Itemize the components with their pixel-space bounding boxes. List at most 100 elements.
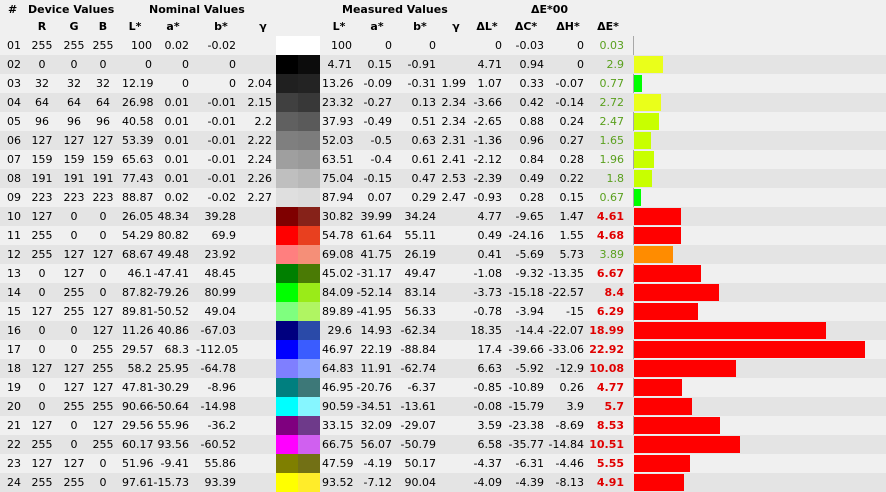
row-id: 21 <box>7 419 21 432</box>
cell-mg: 2.31 <box>441 134 467 147</box>
cell-ma: -41.95 <box>356 305 392 318</box>
cell-mg: 2.47 <box>441 191 467 204</box>
delta-e-bar <box>634 94 661 111</box>
cell-R: 127 <box>31 210 53 223</box>
cell-B: 255 <box>92 400 114 413</box>
nominal-color-swatch <box>276 207 298 226</box>
cell-na: 68.3 <box>164 343 190 356</box>
cell-dE: 0.77 <box>599 77 625 90</box>
cell-R: 0 <box>38 267 46 280</box>
row-id: 24 <box>7 476 21 489</box>
cell-mL: 52.03 <box>322 134 354 147</box>
cell-G: 0 <box>70 438 78 451</box>
measured-color-swatch <box>298 36 320 55</box>
cell-R: 0 <box>38 58 46 71</box>
cell-dC: -15.79 <box>508 400 544 413</box>
cell-dL: 4.71 <box>477 58 503 71</box>
table-row: 21 127 0 127 29.56 55.96 -36.2 33.15 32.09 -29.07… <box>0 416 886 435</box>
row-id: 17 <box>7 343 21 356</box>
cell-na: 40.86 <box>157 324 190 337</box>
cell-B: 255 <box>92 343 114 356</box>
cell-dH: 0.27 <box>559 134 585 147</box>
row-id: 05 <box>7 115 21 128</box>
cell-na: 0.01 <box>164 96 190 109</box>
row-id: 01 <box>7 39 21 52</box>
cell-nb: -0.02 <box>207 39 236 52</box>
cell-dC: -9.65 <box>515 210 544 223</box>
cell-nb: -0.02 <box>207 191 236 204</box>
cell-nb: 0 <box>229 77 236 90</box>
nominal-color-swatch <box>276 416 298 435</box>
row-id: 14 <box>7 286 21 299</box>
cell-mL: 4.71 <box>327 58 353 71</box>
measured-color-swatch <box>298 416 320 435</box>
cell-G: 0 <box>70 210 78 223</box>
cell-mL: 13.26 <box>322 77 354 90</box>
cell-ng: 2.24 <box>247 153 273 166</box>
cell-dH: -8.69 <box>555 419 584 432</box>
row-id: 15 <box>7 305 21 318</box>
cell-na: 48.34 <box>157 210 190 223</box>
col-header-mL: L* <box>332 20 346 33</box>
cell-na: -9.41 <box>160 457 189 470</box>
cell-dH: 3.9 <box>566 400 585 413</box>
cell-mL: 45.02 <box>322 267 354 280</box>
delta-e-bar <box>634 132 651 149</box>
cell-dH: -8.13 <box>555 476 584 489</box>
col-header-mb: b* <box>413 20 427 33</box>
row-id: 07 <box>7 153 21 166</box>
cell-R: 255 <box>31 476 53 489</box>
nominal-color-swatch <box>276 321 298 340</box>
cell-nb: -0.01 <box>207 115 236 128</box>
delta-e-bar <box>634 75 642 92</box>
cell-nL: 77.43 <box>122 172 154 185</box>
cell-R: 127 <box>31 305 53 318</box>
cell-dE: 10.51 <box>589 438 624 451</box>
cell-nb: 0 <box>229 58 236 71</box>
table-row: 09 223 223 223 88.87 0.02 -0.02 2.27 87.94 0.07 0.… <box>0 188 886 207</box>
measured-color-swatch <box>298 207 320 226</box>
delta-e-bar <box>634 322 826 339</box>
cell-nb: 93.39 <box>204 476 237 489</box>
cell-mb: 0.63 <box>411 134 437 147</box>
cell-dH: 1.55 <box>559 229 585 242</box>
table-row: 02 0 0 0 0 0 0 4.71 0.15 -0.91 4.71 0.94 0 2.9 <box>0 55 886 74</box>
cell-na: -30.29 <box>153 381 189 394</box>
cell-G: 255 <box>63 286 85 299</box>
delta-e-bar <box>634 170 652 187</box>
cell-dC: 0.94 <box>519 58 545 71</box>
cell-nb: -60.52 <box>200 438 236 451</box>
delta-e-bar <box>634 341 865 358</box>
cell-ma: 61.64 <box>360 229 393 242</box>
row-id: 03 <box>7 77 21 90</box>
cell-nL: 26.05 <box>122 210 154 223</box>
cell-na: -50.64 <box>153 400 189 413</box>
nominal-color-swatch <box>276 302 298 321</box>
measured-color-swatch <box>298 473 320 492</box>
row-id: 02 <box>7 58 21 71</box>
cell-B: 127 <box>92 419 114 432</box>
measured-color-swatch <box>298 131 320 150</box>
table-row: 05 96 96 96 40.58 0.01 -0.01 2.2 37.93 -0.49 0.51 2… <box>0 112 886 131</box>
cell-B: 127 <box>92 381 114 394</box>
cell-na: 25.95 <box>157 362 190 375</box>
cell-dH: 1.47 <box>559 210 585 223</box>
cell-ma: 41.75 <box>360 248 393 261</box>
cell-ma: 11.91 <box>360 362 393 375</box>
cell-nb: 23.92 <box>204 248 237 261</box>
measured-color-swatch <box>298 435 320 454</box>
cell-B: 0 <box>99 286 107 299</box>
cell-nb: 55.86 <box>204 457 237 470</box>
cell-dE: 2.9 <box>606 58 625 71</box>
cell-B: 255 <box>92 39 114 52</box>
cell-B: 32 <box>96 77 110 90</box>
cell-nb: -36.2 <box>207 419 236 432</box>
cell-dE: 8.4 <box>604 286 625 299</box>
measured-color-swatch <box>298 359 320 378</box>
header-measured-values: Measured Values <box>342 3 448 16</box>
header-device-values: Device Values <box>28 3 115 16</box>
table-row: 22 255 0 255 60.17 93.56 -60.52 66.75 56.07 -50.7… <box>0 435 886 454</box>
cell-dH: -15 <box>566 305 584 318</box>
delta-e-bar <box>634 246 673 263</box>
row-id: 04 <box>7 96 21 109</box>
